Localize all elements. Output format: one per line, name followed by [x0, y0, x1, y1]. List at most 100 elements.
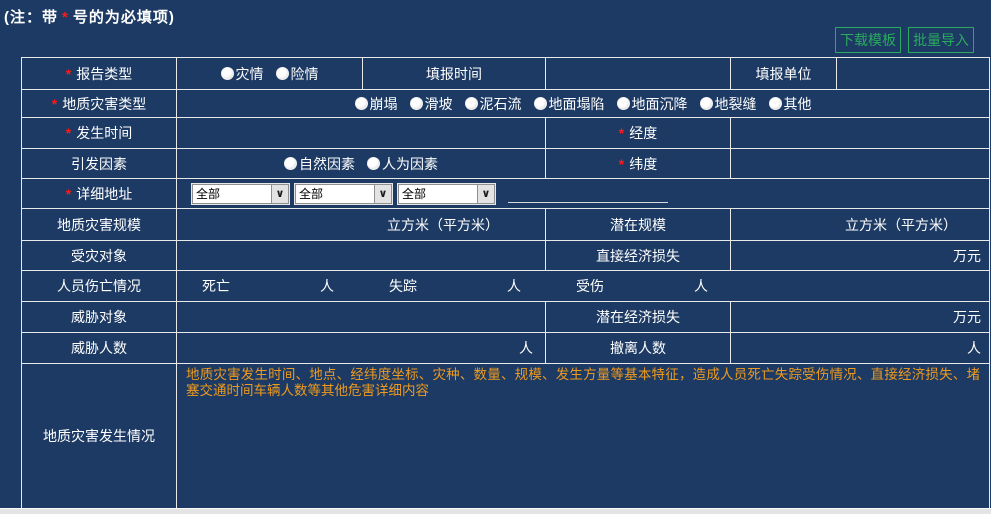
potential-scale-unit: 立方米（平方米）	[845, 216, 957, 233]
radio-icon	[699, 97, 713, 110]
potential-loss-unit: 万元	[953, 309, 981, 325]
radio-icon	[284, 157, 297, 170]
injured-label: 受伤	[576, 278, 604, 294]
threat-count-unit: 人	[519, 340, 533, 356]
county-select[interactable]: 全部 ∨	[398, 183, 495, 204]
latitude-label: * 纬度	[546, 149, 731, 178]
required-asterisk: *	[618, 155, 625, 172]
scale-unit: 立方米（平方米）	[387, 216, 499, 233]
threat-count-input[interactable]: 人	[177, 333, 546, 363]
scale-input[interactable]: 立方米（平方米）	[177, 209, 546, 240]
row-trigger-factor: 引发因素 自然因素 人为因素 * 纬度	[22, 149, 989, 179]
person-unit: 人	[507, 278, 521, 294]
required-asterisk: *	[51, 95, 58, 112]
row-report-type: * 报告类型 灾情 险情 填报时间 填报单位	[22, 58, 989, 90]
danger-radio[interactable]: 险情	[275, 64, 319, 84]
debris-flow-radio[interactable]: 泥石流	[464, 94, 522, 114]
death-label: 死亡	[202, 278, 230, 294]
radio-icon	[409, 97, 423, 110]
direct-loss-input[interactable]: 万元	[731, 241, 989, 270]
casualties-label: 人员伤亡情况	[22, 271, 177, 301]
row-affected: 受灾对象 直接经济损失 万元	[22, 241, 989, 271]
address-selects: 全部 ∨ 全部 ∨ 全部 ∨	[177, 179, 989, 208]
latitude-input[interactable]	[731, 149, 989, 178]
evacuated-unit: 人	[967, 340, 981, 356]
occurrence-label: 地质灾害发生情况	[22, 364, 177, 508]
radio-icon	[616, 97, 630, 110]
missing-count-input[interactable]	[417, 276, 507, 296]
potential-scale-input[interactable]: 立方米（平方米）	[731, 209, 989, 240]
fill-time-label: 填报时间	[363, 58, 546, 89]
row-threat-count: 威胁人数 人 撤离人数 人	[22, 333, 989, 364]
required-asterisk: *	[618, 125, 625, 141]
casualties-fields: 死亡 人 失踪 人 受伤 人	[177, 271, 989, 301]
required-asterisk: *	[65, 65, 72, 82]
row-disaster-type: * 地质灾害类型 崩塌 滑坡 泥石流 地面塌陷 地面沉降 地裂缝 其他	[22, 90, 989, 118]
required-asterisk: *	[65, 125, 72, 141]
report-type-label: * 报告类型	[22, 58, 177, 89]
evacuated-input[interactable]: 人	[731, 333, 989, 363]
trigger-factor-label: 引发因素	[22, 149, 177, 178]
row-address: * 详细地址 全部 ∨ 全部 ∨ 全部 ∨	[22, 179, 989, 209]
row-occur-time: * 发生时间 * 经度	[22, 118, 989, 149]
fill-unit-label: 填报单位	[731, 58, 837, 89]
row-threat-object: 威胁对象 潜在经济损失 万元	[22, 302, 989, 333]
row-scale: 地质灾害规模 立方米（平方米） 潜在规模 立方米（平方米）	[22, 209, 989, 241]
chevron-down-icon: ∨	[271, 184, 288, 203]
missing-label: 失踪	[389, 278, 417, 294]
threat-object-label: 威胁对象	[22, 302, 177, 332]
city-select[interactable]: 全部 ∨	[295, 183, 392, 204]
report-type-radio-group: 灾情 险情	[177, 58, 363, 89]
disaster-type-radio-group: 崩塌 滑坡 泥石流 地面塌陷 地面沉降 地裂缝 其他	[177, 90, 989, 117]
longitude-label: * 经度	[546, 118, 731, 148]
row-casualties: 人员伤亡情况 死亡 人 失踪 人 受伤 人	[22, 271, 989, 302]
occurrence-placeholder-text: 地质灾害发生时间、地点、经纬度坐标、灾种、数量、规模、发生方量等基本特征，造成人…	[186, 367, 980, 398]
scale-label: 地质灾害规模	[22, 209, 177, 240]
collapse-radio[interactable]: 崩塌	[354, 94, 398, 114]
potential-loss-label: 潜在经济损失	[546, 302, 731, 332]
occur-time-input[interactable]	[177, 118, 546, 148]
potential-scale-label: 潜在规模	[546, 209, 731, 240]
radio-icon	[533, 97, 547, 110]
chevron-down-icon: ∨	[477, 184, 494, 203]
radio-icon	[354, 97, 368, 110]
chevron-down-icon: ∨	[374, 184, 391, 203]
direct-loss-label: 直接经济损失	[546, 241, 731, 270]
required-note: (注：带 * 号的为必填项)	[4, 9, 175, 26]
threat-count-label: 威胁人数	[22, 333, 177, 363]
download-template-button[interactable]: 下载模板	[835, 27, 901, 53]
injured-count-input[interactable]	[604, 276, 694, 296]
occurrence-textarea[interactable]: 地质灾害发生时间、地点、经纬度坐标、灾种、数量、规模、发生方量等基本特征，造成人…	[177, 364, 989, 508]
natural-factor-radio[interactable]: 自然因素	[284, 154, 355, 174]
radio-icon	[768, 97, 782, 110]
ground-subsidence-radio[interactable]: 地面沉降	[616, 94, 688, 114]
other-radio[interactable]: 其他	[768, 94, 812, 114]
address-label: * 详细地址	[22, 179, 177, 208]
fill-unit-input[interactable]	[837, 58, 989, 89]
toolbar: 下载模板 批量导入	[835, 27, 974, 53]
address-detail-input[interactable]	[508, 187, 668, 203]
fill-time-input[interactable]	[546, 58, 731, 89]
evacuated-label: 撤离人数	[546, 333, 731, 363]
radio-icon	[464, 97, 478, 110]
radio-icon	[367, 157, 380, 170]
death-count-input[interactable]	[230, 276, 320, 296]
disaster-report-form-table: * 报告类型 灾情 险情 填报时间 填报单位 * 地质灾害类型 崩塌 滑坡 泥石流 …	[21, 57, 990, 509]
potential-loss-input[interactable]: 万元	[731, 302, 989, 332]
occur-time-label: * 发生时间	[22, 118, 177, 148]
province-select[interactable]: 全部 ∨	[192, 183, 289, 204]
affected-label: 受灾对象	[22, 241, 177, 270]
disaster-radio[interactable]: 灾情	[220, 64, 264, 84]
window-bottom-edge	[0, 508, 991, 514]
ground-collapse-radio[interactable]: 地面塌陷	[533, 94, 605, 114]
row-occurrence: 地质灾害发生情况 地质灾害发生时间、地点、经纬度坐标、灾种、数量、规模、发生方量…	[22, 364, 989, 508]
landslide-radio[interactable]: 滑坡	[409, 94, 453, 114]
longitude-input[interactable]	[731, 118, 989, 148]
batch-import-button[interactable]: 批量导入	[908, 27, 974, 53]
threat-object-input[interactable]	[177, 302, 546, 332]
disaster-type-label: * 地质灾害类型	[22, 90, 177, 117]
ground-fissure-radio[interactable]: 地裂缝	[699, 94, 757, 114]
affected-input[interactable]	[177, 241, 546, 270]
person-unit: 人	[694, 278, 708, 294]
human-factor-radio[interactable]: 人为因素	[367, 154, 438, 174]
